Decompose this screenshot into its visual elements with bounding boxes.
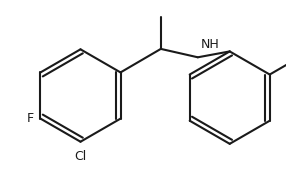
Text: NH: NH [200, 39, 219, 51]
Text: Cl: Cl [74, 150, 87, 163]
Text: F: F [27, 112, 34, 125]
